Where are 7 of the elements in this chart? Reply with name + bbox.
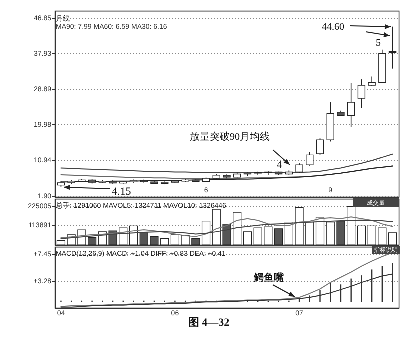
annotation: 放量突破90月均线 [190,131,270,143]
annotation: 4 [277,160,282,171]
annotation: 4.15 [112,186,132,198]
annotation: 鳄鱼嘴 [253,272,285,284]
caption: 图 4—32 [188,317,230,329]
annotation: 44.60 [322,22,344,33]
annotation: 5 [376,38,381,49]
